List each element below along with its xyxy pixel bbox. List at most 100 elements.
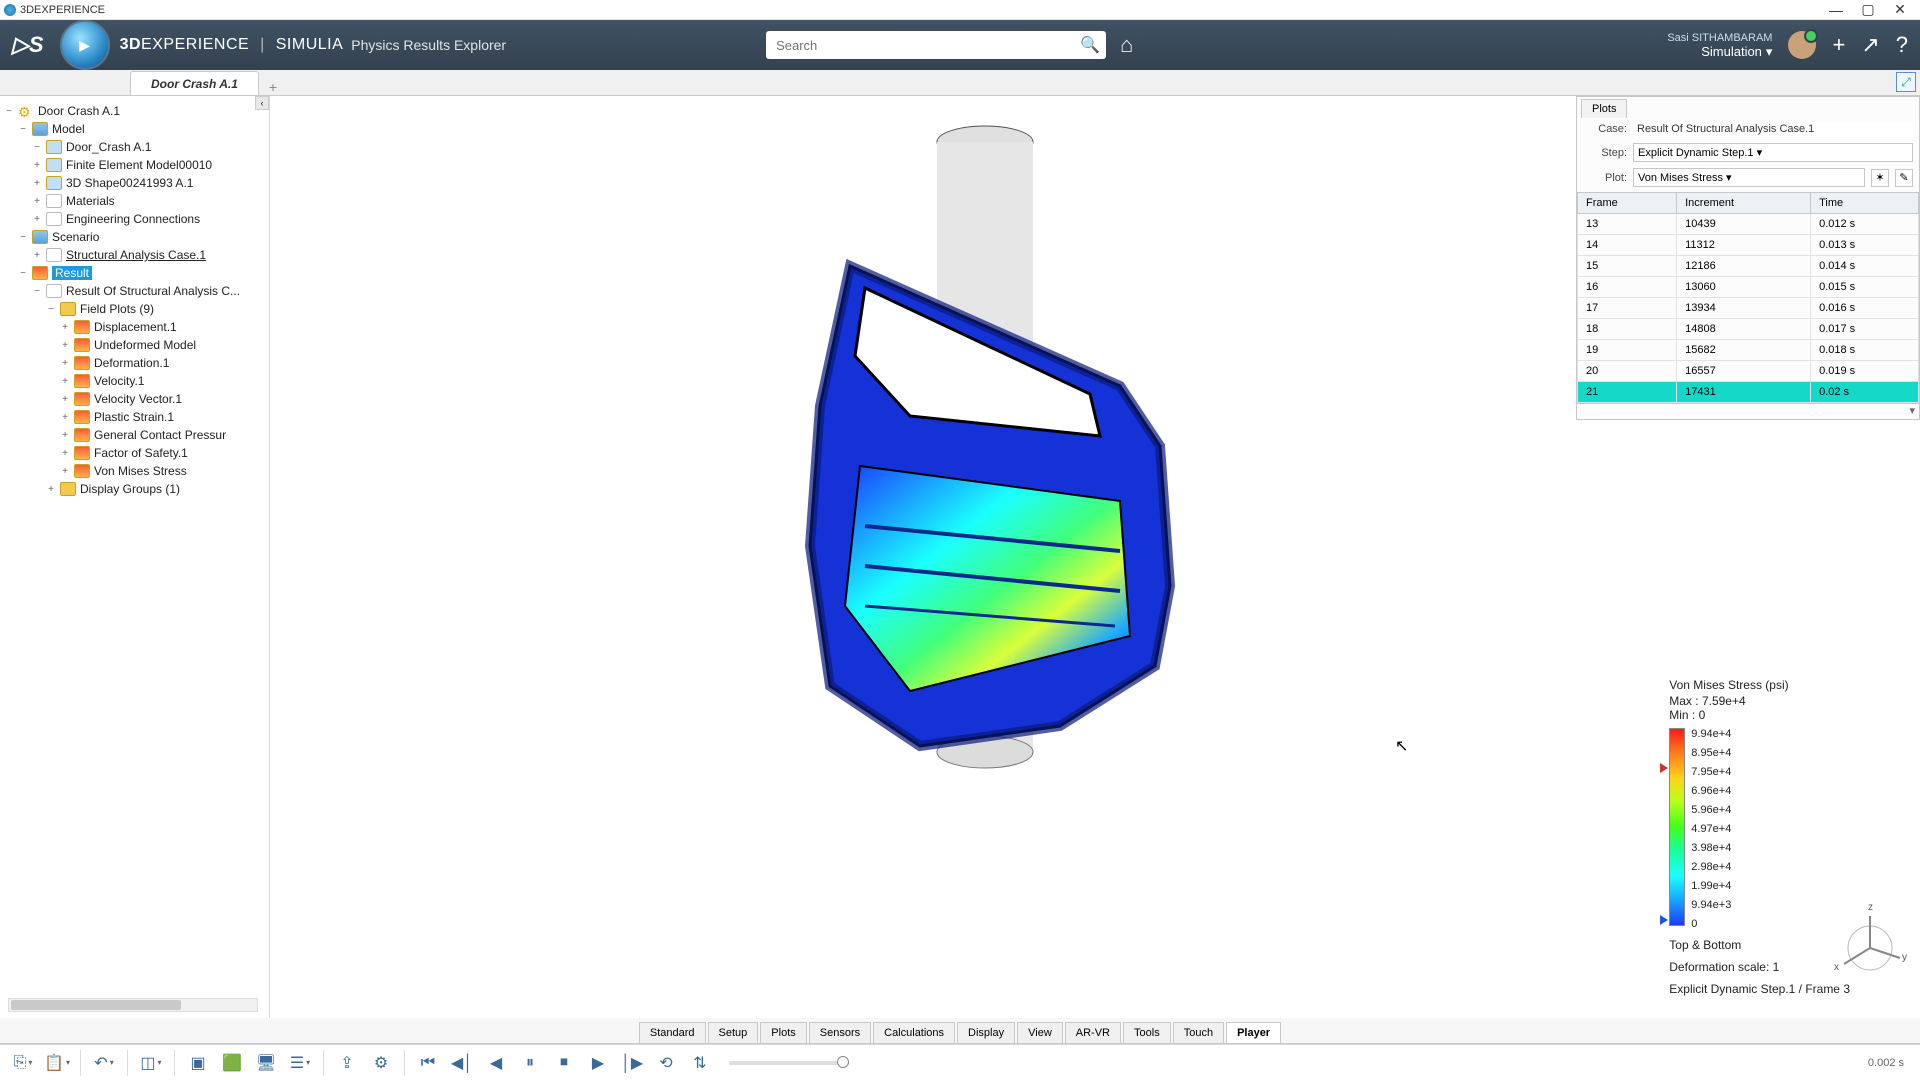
list-button[interactable]: ☰▾ <box>285 1049 315 1077</box>
tree-scenario-case[interactable]: +Structural Analysis Case.1 <box>32 246 265 264</box>
tree-item-label: Displacement.1 <box>94 320 177 334</box>
tree-hscrollbar[interactable] <box>8 998 258 1012</box>
tree-model-child[interactable]: +Finite Element Model00010 <box>32 156 265 174</box>
tree-plot-item[interactable]: +Velocity Vector.1 <box>60 390 265 408</box>
export-button[interactable]: ⇪ <box>332 1049 362 1077</box>
tree-model-child[interactable]: +Engineering Connections <box>32 210 265 228</box>
search-input[interactable] <box>766 38 1074 53</box>
tree-plot-item[interactable]: +Plastic Strain.1 <box>60 408 265 426</box>
action-tab-setup[interactable]: Setup <box>708 1022 759 1043</box>
action-tab-tools[interactable]: Tools <box>1123 1022 1171 1043</box>
add-icon[interactable]: + <box>1832 32 1845 58</box>
legend-tick: 6.96e+4 <box>1691 785 1731 797</box>
plot-select[interactable]: Von Mises Stress ▾ <box>1633 168 1865 187</box>
tree-plot-item[interactable]: +Von Mises Stress <box>60 462 265 480</box>
box-button[interactable]: ◫▾ <box>136 1049 166 1077</box>
tree-display-groups[interactable]: +Display Groups (1) <box>46 480 265 498</box>
prev-frame-button[interactable]: ◀│ <box>447 1049 477 1077</box>
legend-tick: 8.95e+4 <box>1691 747 1731 759</box>
add-tab-button[interactable]: + <box>269 79 277 95</box>
step-select[interactable]: Explicit Dynamic Step.1 ▾ <box>1633 143 1913 162</box>
undo-button[interactable]: ↶▾ <box>89 1049 119 1077</box>
door-simulation-render <box>500 106 1260 816</box>
frames-col[interactable]: Increment <box>1677 193 1811 214</box>
viewport-3d[interactable]: Plots Case: Result Of Structural Analysi… <box>270 96 1920 1018</box>
model-tree[interactable]: ‹ −Door Crash A.1 −Model −Door_Crash A.1… <box>0 96 270 1018</box>
pause-button[interactable]: ⏸ <box>515 1049 545 1077</box>
tree-model-child[interactable]: −Door_Crash A.1 <box>32 138 265 156</box>
swing-button[interactable]: ⇅ <box>685 1049 715 1077</box>
tab-door-crash[interactable]: Door Crash A.1 <box>130 71 259 95</box>
search-icon[interactable]: 🔍 <box>1074 35 1106 55</box>
table-row[interactable]: 18148080.017 s <box>1578 319 1919 340</box>
tree-model-child[interactable]: +Materials <box>32 192 265 210</box>
legend-tick: 9.94e+3 <box>1691 899 1731 911</box>
table-row[interactable]: 17139340.016 s <box>1578 298 1919 319</box>
tree-plot-item[interactable]: +Deformation.1 <box>60 354 265 372</box>
next-frame-button[interactable]: │▶ <box>617 1049 647 1077</box>
table-row[interactable]: 13104390.012 s <box>1578 214 1919 235</box>
action-tab-display[interactable]: Display <box>957 1022 1015 1043</box>
action-tab-sensors[interactable]: Sensors <box>809 1022 871 1043</box>
paste-button[interactable]: 📋▾ <box>42 1049 72 1077</box>
loop-button[interactable]: ⟲ <box>651 1049 681 1077</box>
close-button[interactable]: ✕ <box>1884 1 1916 19</box>
tree-root[interactable]: −Door Crash A.1 <box>4 102 265 120</box>
avatar[interactable] <box>1788 31 1816 59</box>
action-tab-calculations[interactable]: Calculations <box>873 1022 955 1043</box>
plot-edit-icon[interactable]: ✎ <box>1895 169 1913 187</box>
expand-viewport-button[interactable]: ⤢ <box>1896 72 1916 92</box>
share-icon[interactable]: ↗ <box>1861 32 1879 58</box>
legend-tick: 5.96e+4 <box>1691 804 1731 816</box>
action-tab-touch[interactable]: Touch <box>1173 1022 1224 1043</box>
search-box[interactable]: 🔍 <box>766 31 1106 59</box>
table-row[interactable]: 16130600.015 s <box>1578 277 1919 298</box>
tree-model[interactable]: −Model <box>18 120 265 138</box>
tree-collapse-handle[interactable]: ‹ <box>255 96 269 110</box>
tree-plot-item[interactable]: +Undeformed Model <box>60 336 265 354</box>
plot-action-icon[interactable]: ✶ <box>1871 169 1889 187</box>
action-tab-standard[interactable]: Standard <box>639 1022 706 1043</box>
action-tab-ar-vr[interactable]: AR-VR <box>1065 1022 1121 1043</box>
settings-button[interactable]: ⚙ <box>366 1049 396 1077</box>
tag-icon[interactable]: ⌂ <box>1120 32 1133 58</box>
table-row[interactable]: 19156820.018 s <box>1578 340 1919 361</box>
cube-wire-button[interactable]: ▣ <box>183 1049 213 1077</box>
tree-field-plots[interactable]: −Field Plots (9) <box>46 300 265 318</box>
stop-button[interactable]: ⏹ <box>549 1049 579 1077</box>
user-block[interactable]: Sasi SITHAMBARAM Simulation ▾ <box>1667 32 1772 58</box>
tree-result-case[interactable]: −Result Of Structural Analysis C... <box>32 282 265 300</box>
cube-color-button[interactable]: 🟩 <box>217 1049 247 1077</box>
first-frame-button[interactable]: ⏮ <box>413 1049 443 1077</box>
action-tab-view[interactable]: View <box>1017 1022 1063 1043</box>
tree-result[interactable]: −Result <box>18 264 265 282</box>
tree-plot-item[interactable]: +Factor of Safety.1 <box>60 444 265 462</box>
tree-plot-item[interactable]: +Velocity.1 <box>60 372 265 390</box>
table-row[interactable]: 14113120.013 s <box>1578 235 1919 256</box>
tree-model-child[interactable]: +3D Shape00241993 A.1 <box>32 174 265 192</box>
screenshot-button[interactable]: 🖥 <box>251 1049 281 1077</box>
time-slider[interactable] <box>729 1061 849 1065</box>
maximize-button[interactable]: ▢ <box>1852 1 1884 19</box>
tree-plot-item[interactable]: +General Contact Pressur <box>60 426 265 444</box>
plots-panel-footer[interactable]: ▾ <box>1577 403 1919 419</box>
compass-icon[interactable] <box>60 20 110 70</box>
tree-plot-item[interactable]: +Displacement.1 <box>60 318 265 336</box>
minimize-button[interactable]: — <box>1820 1 1852 19</box>
frames-col[interactable]: Frame <box>1578 193 1677 214</box>
tree-scenario[interactable]: −Scenario <box>18 228 265 246</box>
action-tab-player[interactable]: Player <box>1226 1022 1281 1043</box>
play-button[interactable]: ▶ <box>583 1049 613 1077</box>
copy-button[interactable]: ⎘▾ <box>8 1049 38 1077</box>
tree-scenario-case-label: Structural Analysis Case.1 <box>66 248 206 262</box>
table-row[interactable]: 15121860.014 s <box>1578 256 1919 277</box>
main-area: ‹ −Door Crash A.1 −Model −Door_Crash A.1… <box>0 96 1920 1018</box>
frames-col[interactable]: Time <box>1811 193 1919 214</box>
table-row[interactable]: 21174310.02 s <box>1578 382 1919 403</box>
table-row[interactable]: 20165570.019 s <box>1578 361 1919 382</box>
help-icon[interactable]: ? <box>1896 32 1908 58</box>
play-back-button[interactable]: ◀ <box>481 1049 511 1077</box>
axis-triad[interactable]: z y x <box>1830 898 1910 978</box>
action-tab-plots[interactable]: Plots <box>760 1022 806 1043</box>
plots-tab[interactable]: Plots <box>1581 99 1627 118</box>
